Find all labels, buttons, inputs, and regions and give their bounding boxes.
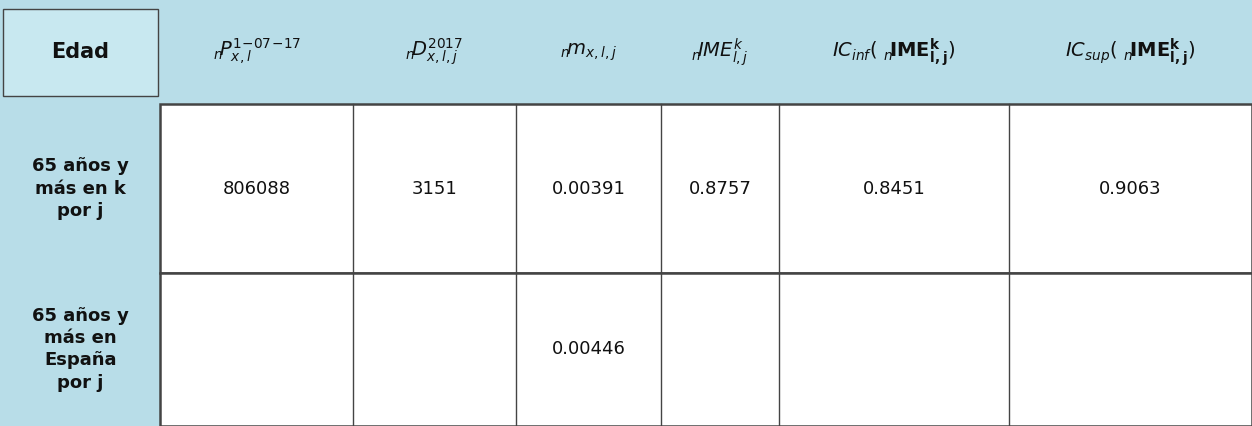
Text: 0.00391: 0.00391 <box>551 179 626 198</box>
Text: 3151: 3151 <box>412 179 457 198</box>
Text: 0.9063: 0.9063 <box>1099 179 1162 198</box>
Text: 806088: 806088 <box>223 179 290 198</box>
FancyBboxPatch shape <box>160 104 1252 273</box>
Text: Edad: Edad <box>51 42 109 62</box>
FancyBboxPatch shape <box>3 9 158 96</box>
Text: $_n\!IME^k_{l,j}$: $_n\!IME^k_{l,j}$ <box>691 36 749 68</box>
Text: 0.8757: 0.8757 <box>689 179 751 198</box>
Text: $\mathit{IC}_{sup}(\ _n\!\mathbf{IME}^{\mathbf{k}}_{\mathbf{l,j}})$: $\mathit{IC}_{sup}(\ _n\!\mathbf{IME}^{\… <box>1065 36 1196 68</box>
Text: $\mathit{IC}_{inf}(\ _n\!\mathbf{IME}^{\mathbf{k}}_{\mathbf{l,j}})$: $\mathit{IC}_{inf}(\ _n\!\mathbf{IME}^{\… <box>833 36 955 68</box>
Text: 0.00446: 0.00446 <box>551 340 626 358</box>
Text: 0.8451: 0.8451 <box>863 179 925 198</box>
Text: 65 años y
más en
España
por j: 65 años y más en España por j <box>31 307 129 391</box>
Text: $_n\!P^{1\!-\!07\!-\!17}_{x,l}$: $_n\!P^{1\!-\!07\!-\!17}_{x,l}$ <box>213 37 300 67</box>
Text: $_n\!m_{x,l,j}$: $_n\!m_{x,l,j}$ <box>560 41 617 63</box>
FancyBboxPatch shape <box>160 273 1252 426</box>
Text: $_n\!D^{2017}_{x,l,j}$: $_n\!D^{2017}_{x,l,j}$ <box>406 37 463 67</box>
Text: 65 años y
más en k
por j: 65 años y más en k por j <box>31 157 129 220</box>
